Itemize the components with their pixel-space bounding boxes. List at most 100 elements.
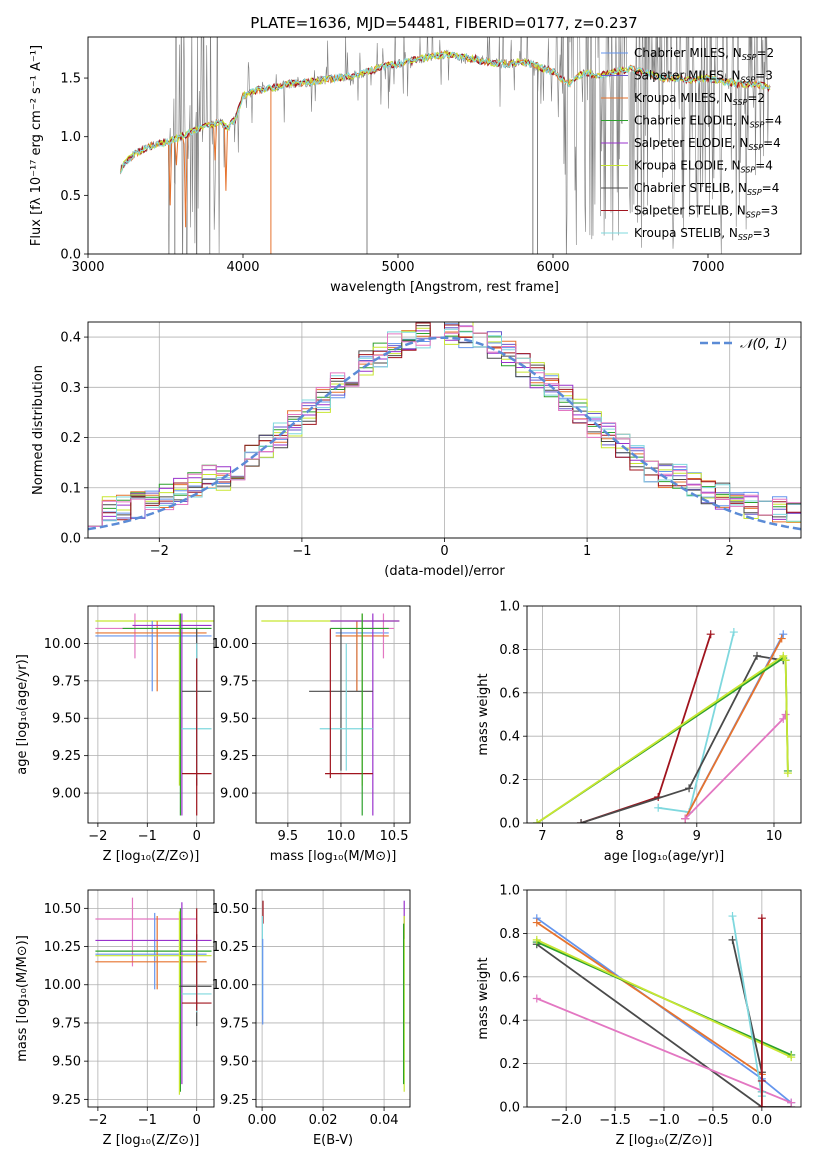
y-tick-label: 1.0 xyxy=(60,130,81,145)
x-tick-label: −2 xyxy=(88,1113,107,1128)
weight-series-line xyxy=(536,939,792,1058)
weight-series-line xyxy=(580,633,712,823)
weight-point-marker xyxy=(577,819,586,823)
x-tick-label: 5000 xyxy=(381,260,414,275)
z_weight-panel: −2.0 −1.5 −1.0 −0.5 0.0 0.0 0.2 0.4 0.6 0.8 1.0 Z [… xyxy=(476,884,802,1148)
weight-point-marker xyxy=(777,634,786,643)
legend-entry: Kroupa MILES, NSSP=2 xyxy=(634,91,765,107)
weight-series-line xyxy=(536,997,792,1104)
x-tick-label: −0.5 xyxy=(697,1113,729,1128)
weight-point-marker xyxy=(779,630,788,639)
x-tick-label: 6000 xyxy=(536,260,569,275)
axes-frame xyxy=(255,605,411,824)
legend-entry: Chabrier MILES, NSSP=2 xyxy=(634,46,774,62)
legend-entry: Kroupa ELODIE, NSSP=4 xyxy=(634,159,773,175)
weight-point-marker xyxy=(781,656,790,665)
x-tick-label: 4000 xyxy=(226,260,259,275)
x-axis-label: (data-model)/error xyxy=(384,564,505,579)
y-tick-label: 0.1 xyxy=(60,481,81,496)
weight-point-marker xyxy=(681,814,690,823)
x-tick-label: 0 xyxy=(193,1113,201,1128)
age_weight-plot-area xyxy=(533,628,792,823)
y-tick-label: 9.25 xyxy=(220,749,249,764)
x-axis-label: Z [log₁₀(Z/Z⊙)] xyxy=(103,1133,200,1148)
x-axis-label: wavelength [Angstrom, rest frame] xyxy=(330,280,559,295)
residuals-plot-area xyxy=(88,322,801,531)
axes-frame xyxy=(255,889,411,1108)
axes-frame xyxy=(87,36,802,255)
y-tick-label: 0.4 xyxy=(499,1014,520,1029)
weight-point-marker xyxy=(783,769,792,778)
weight-point-marker xyxy=(654,803,663,812)
y-tick-label: 0.2 xyxy=(499,773,520,788)
z_mass-plot-area xyxy=(95,897,212,1095)
mass_age-plot-area xyxy=(261,613,400,816)
x-tick-label: 2 xyxy=(726,544,734,559)
x-tick-label: 7 xyxy=(538,829,546,844)
weight-point-marker xyxy=(757,914,766,923)
x-tick-label: 7000 xyxy=(691,260,724,275)
y-axis-label: Normed distribution xyxy=(31,365,46,495)
x-tick-label: 0.04 xyxy=(370,1113,399,1128)
axes-frame xyxy=(87,889,215,1108)
x-tick-label: 9 xyxy=(693,829,701,844)
weight-series-line xyxy=(536,943,792,1107)
x-tick-label: −1.0 xyxy=(648,1113,680,1128)
weight-point-marker xyxy=(757,1076,766,1085)
x-tick-label: 10 xyxy=(766,829,783,844)
weight-point-marker xyxy=(532,994,541,1003)
legend-entry: Chabrier STELIB, NSSP=4 xyxy=(634,181,779,197)
y-tick-label: 10.50 xyxy=(212,902,249,917)
x-tick-label: 8 xyxy=(615,829,623,844)
y-tick-label: 9.50 xyxy=(52,712,81,727)
ebv_mass-panel: 0.00 0.02 0.04 9.25 9.50 9.75 10.00 10.25 10.50 E… xyxy=(212,889,411,1148)
weight-point-marker xyxy=(728,935,737,944)
spectrum-model-line xyxy=(120,51,771,174)
y-tick-label: 10.00 xyxy=(44,637,81,652)
y-axis-label: mass weight xyxy=(476,673,491,755)
y-tick-label: 0.0 xyxy=(499,1101,520,1116)
y-tick-label: 9.25 xyxy=(52,749,81,764)
y-tick-label: 9.25 xyxy=(52,1093,81,1108)
y-tick-label: 1.5 xyxy=(60,72,81,87)
x-axis-label: E(B-V) xyxy=(313,1133,353,1148)
y-tick-label: 0.2 xyxy=(60,431,81,446)
weight-point-marker xyxy=(685,784,694,793)
weight-point-marker xyxy=(728,912,737,921)
axes-frame xyxy=(526,889,802,1108)
weight-point-marker xyxy=(779,651,788,660)
y-tick-label: 9.75 xyxy=(220,674,249,689)
weight-point-marker xyxy=(729,628,738,637)
y-axis-label: Flux [fλ 10⁻¹⁷ erg cm⁻² s⁻¹ A⁻¹] xyxy=(29,45,44,246)
x-tick-label: −1 xyxy=(292,544,311,559)
spectrum-model-line xyxy=(120,50,771,174)
mass_age-panel: 9.5 10.0 10.5 9.00 9.25 9.50 9.75 10.00 mass [lo… xyxy=(212,605,411,864)
y-tick-label: 0.2 xyxy=(499,1057,520,1072)
y-tick-label: 0.5 xyxy=(60,189,81,204)
x-tick-label: 0.0 xyxy=(752,1113,773,1128)
y-tick-label: 0.6 xyxy=(499,970,520,985)
y-tick-label: 0.3 xyxy=(60,381,81,396)
x-tick-label: 9.5 xyxy=(278,829,299,844)
z_mass-panel: −2 −1 0 9.25 9.50 9.75 10.00 10.25 10.50 Z [log₁₀… xyxy=(15,889,215,1148)
x-tick-label: 1 xyxy=(583,544,591,559)
y-tick-label: 0.0 xyxy=(499,817,520,832)
y-tick-label: 9.50 xyxy=(220,1055,249,1070)
x-tick-label: −2.0 xyxy=(550,1113,582,1128)
y-tick-label: 9.25 xyxy=(220,1093,249,1108)
y-tick-label: 9.75 xyxy=(52,1016,81,1031)
axes-frame xyxy=(526,605,802,824)
y-axis-label: mass weight xyxy=(476,957,491,1039)
x-tick-label: 3000 xyxy=(71,260,104,275)
x-tick-label: −1.5 xyxy=(599,1113,631,1128)
age_weight-panel: 7 8 9 10 0.0 0.2 0.4 0.6 0.8 1.0 age [log₁₀(age/yr… xyxy=(476,600,802,864)
x-axis-label: age [log₁₀(age/yr)] xyxy=(604,849,725,864)
residual-histogram xyxy=(88,326,801,527)
weight-point-marker xyxy=(532,918,541,927)
legend-entry: Chabrier ELODIE, NSSP=4 xyxy=(634,114,782,130)
y-tick-label: 0.4 xyxy=(499,730,520,745)
y-tick-label: 0.0 xyxy=(60,532,81,547)
gaussian-curve xyxy=(88,336,801,531)
axes-frame xyxy=(87,605,215,824)
y-tick-label: 9.75 xyxy=(52,674,81,689)
